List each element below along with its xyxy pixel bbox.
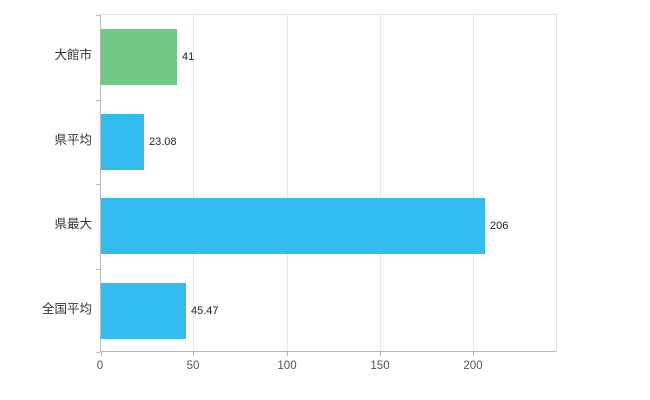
y-axis-tick — [96, 15, 100, 16]
category-label: 県最大 — [54, 217, 92, 232]
x-tick-label: 100 — [277, 360, 297, 372]
category-label: 全国平均 — [41, 301, 92, 316]
bar-1 — [101, 29, 177, 86]
x-axis-tick — [193, 352, 194, 356]
x-tick-label: 0 — [96, 360, 104, 372]
gridline — [473, 15, 474, 351]
x-axis-tick — [101, 352, 102, 356]
x-tick-label: 150 — [370, 360, 390, 372]
gridline — [193, 15, 194, 351]
gridline — [380, 15, 381, 351]
value-label: 45.47 — [191, 304, 219, 317]
category-label: 大館市 — [54, 48, 92, 63]
bar-2 — [101, 113, 144, 170]
gridline — [287, 15, 288, 351]
x-axis-tick — [380, 352, 381, 356]
value-label: 206 — [490, 220, 509, 233]
y-axis-tick — [96, 100, 100, 101]
x-tick-label: 200 — [463, 360, 483, 372]
x-axis-tick — [473, 352, 474, 356]
x-tick-label: 50 — [186, 360, 200, 372]
y-axis-tick — [96, 352, 100, 353]
y-axis-tick — [96, 269, 100, 270]
y-axis-tick — [96, 184, 100, 185]
category-label: 県平均 — [54, 132, 92, 147]
x-axis-tick — [287, 352, 288, 356]
value-label: 41 — [182, 51, 195, 64]
bar-3 — [101, 198, 485, 255]
plot-area: 41 23.08 206 45.47 — [96, 14, 557, 356]
value-label: 23.08 — [149, 135, 177, 148]
bar-4 — [101, 282, 186, 339]
